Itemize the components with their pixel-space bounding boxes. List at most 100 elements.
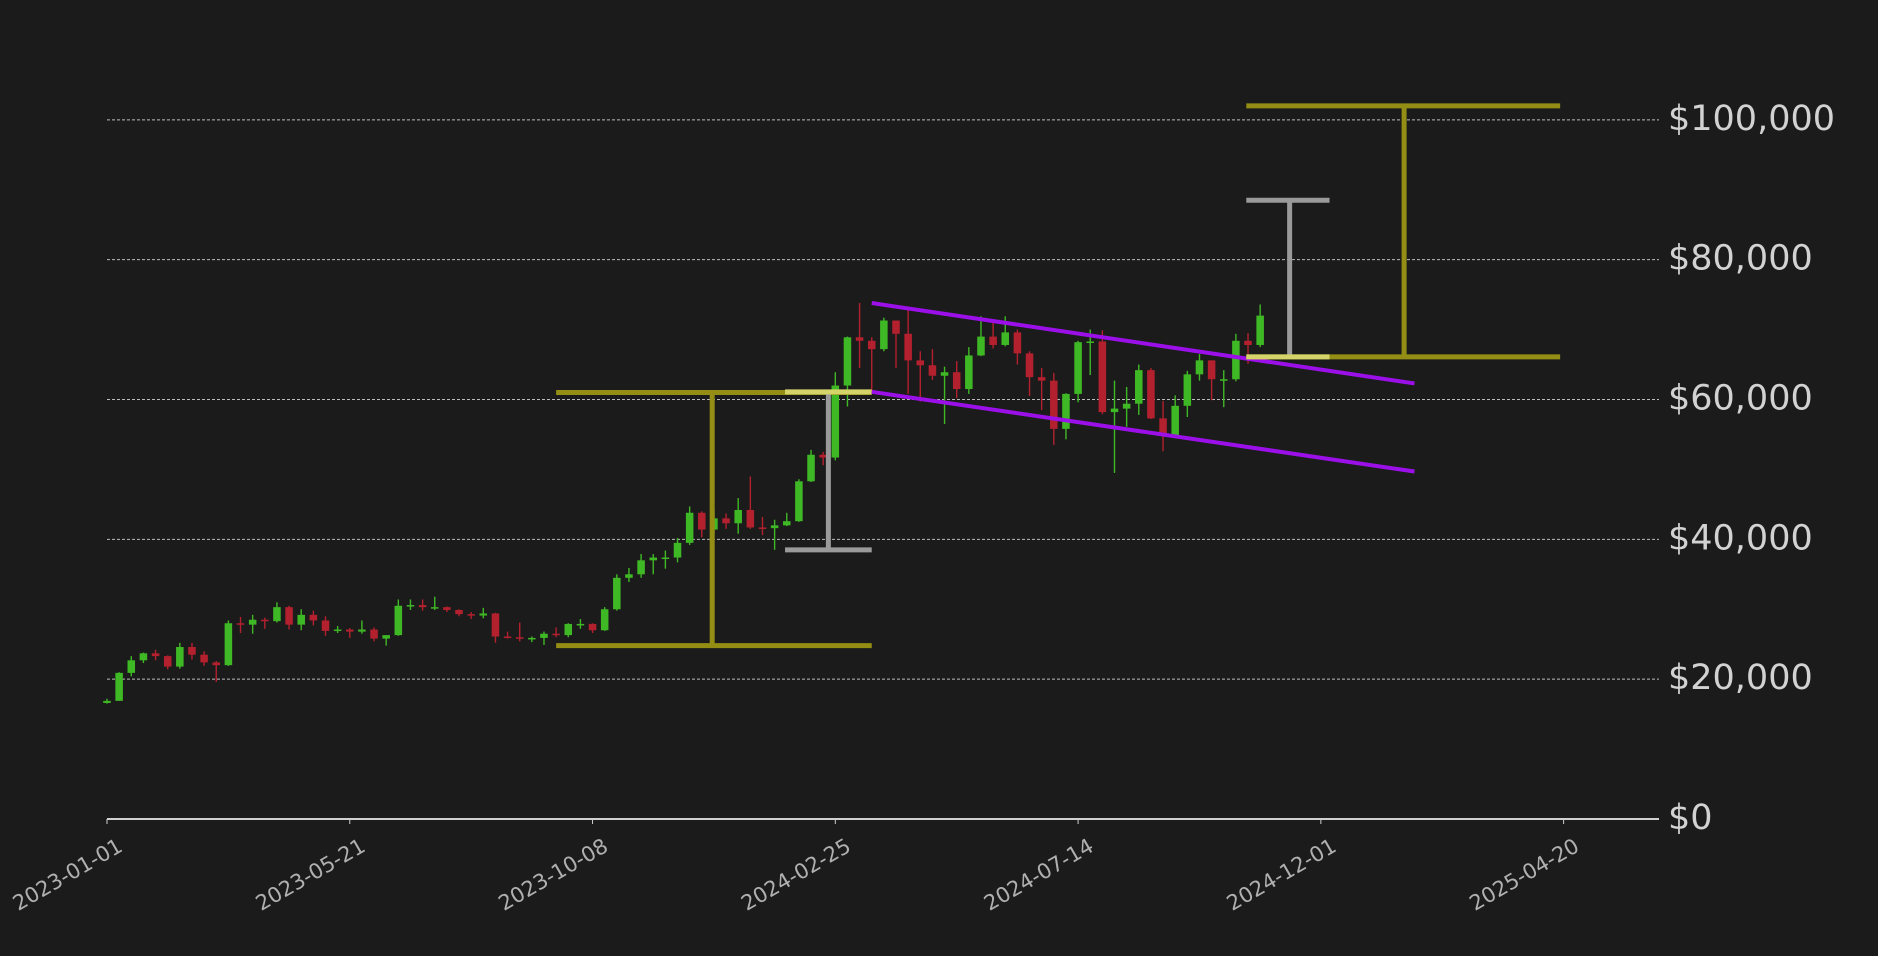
candle-body xyxy=(103,700,111,703)
candle-body xyxy=(1207,360,1216,380)
candle-body xyxy=(698,512,706,530)
y-tick-label: $0 xyxy=(1668,798,1713,838)
candle-body xyxy=(309,614,318,621)
candle-body xyxy=(418,605,427,608)
candle-body xyxy=(540,633,548,638)
candle-body xyxy=(843,337,852,386)
candle-body xyxy=(1098,341,1107,413)
y-tick-label: $20,000 xyxy=(1668,658,1813,698)
candle-body xyxy=(734,509,742,524)
candle-body xyxy=(273,607,281,622)
candle-body xyxy=(758,527,767,529)
candle-body xyxy=(952,372,961,390)
candle-body xyxy=(867,340,876,350)
y-tick-label: $80,000 xyxy=(1668,239,1813,279)
x-tick-label: 2024-02-25 xyxy=(737,834,855,916)
candle-body xyxy=(127,660,136,673)
candle-body xyxy=(576,623,585,626)
candle-body xyxy=(176,647,184,667)
candle-body xyxy=(200,654,208,663)
candle-body xyxy=(382,635,390,639)
x-tick-label: 2023-10-08 xyxy=(494,834,612,916)
candle-body xyxy=(1195,360,1204,375)
candle-body xyxy=(965,355,973,390)
candle-body xyxy=(795,481,803,522)
candle-body xyxy=(649,557,657,561)
candle-body xyxy=(370,629,378,639)
candle-body xyxy=(831,385,840,458)
candle-body xyxy=(722,518,730,524)
candle-body xyxy=(503,636,512,639)
candle-body xyxy=(1122,403,1131,409)
candle-body xyxy=(916,360,925,366)
candle-body xyxy=(358,629,366,632)
candle-body xyxy=(819,454,827,458)
candle-body xyxy=(1183,374,1192,406)
candle-body xyxy=(1147,370,1155,419)
candle-body xyxy=(467,614,475,616)
candle-body xyxy=(1219,379,1228,381)
candle-body xyxy=(661,557,670,560)
candle-body xyxy=(673,542,682,558)
candle-body xyxy=(236,623,245,625)
candle-body xyxy=(564,623,573,636)
candle-body xyxy=(880,320,888,350)
candle-body xyxy=(479,613,488,616)
candle-body xyxy=(333,629,342,632)
candle-body xyxy=(1244,340,1252,345)
y-tick-label: $60,000 xyxy=(1668,379,1813,419)
y-tick-label: $40,000 xyxy=(1668,518,1813,558)
candle-body xyxy=(224,623,233,666)
candle-body xyxy=(163,656,172,667)
candle-body xyxy=(552,633,560,636)
candle-body xyxy=(940,372,949,376)
x-tick-label: 2023-05-21 xyxy=(252,834,370,916)
y-tick-label: $100,000 xyxy=(1668,99,1835,139)
candle-body xyxy=(1256,315,1264,345)
candle-body xyxy=(637,560,645,575)
candle-body xyxy=(977,336,985,356)
candle-body xyxy=(1025,353,1034,378)
candle-body xyxy=(297,614,305,625)
candle-body xyxy=(1001,332,1010,345)
candle-body xyxy=(406,605,415,607)
candle-body xyxy=(261,619,269,622)
candle-body xyxy=(139,653,148,661)
candle-body xyxy=(746,509,755,528)
candle-body xyxy=(248,619,257,625)
candle-body xyxy=(1013,332,1022,354)
candle-body xyxy=(1062,393,1070,429)
candle-body xyxy=(770,525,779,529)
candle-body xyxy=(1074,342,1082,394)
candle-body xyxy=(855,337,864,341)
candle-body xyxy=(212,662,221,666)
candle-body xyxy=(1037,377,1046,381)
candle-body xyxy=(613,577,621,610)
candle-body xyxy=(928,365,937,376)
candle-body xyxy=(346,629,354,632)
candle-body xyxy=(491,613,500,637)
candle-body xyxy=(321,620,330,631)
candle-body xyxy=(625,574,633,578)
annotation-line xyxy=(871,389,1415,474)
candle-body xyxy=(151,653,160,657)
candle-body xyxy=(1110,408,1119,413)
candle-body xyxy=(588,623,597,631)
candle-body xyxy=(285,607,293,625)
candle-body xyxy=(1050,380,1058,429)
x-tick-label: 2023-01-01 xyxy=(9,834,127,916)
candle-body xyxy=(443,607,451,610)
candle-body xyxy=(515,637,524,639)
candle-body xyxy=(1159,418,1167,436)
candle-body xyxy=(430,607,439,609)
candle-body xyxy=(1232,340,1240,380)
candle-body xyxy=(989,336,997,345)
candle-body xyxy=(1086,341,1094,343)
candle-body xyxy=(685,512,694,543)
x-tick-label: 2024-12-01 xyxy=(1223,834,1341,916)
x-tick-label: 2025-04-20 xyxy=(1465,834,1583,916)
candle-body xyxy=(115,672,123,701)
candle-body xyxy=(528,637,536,640)
